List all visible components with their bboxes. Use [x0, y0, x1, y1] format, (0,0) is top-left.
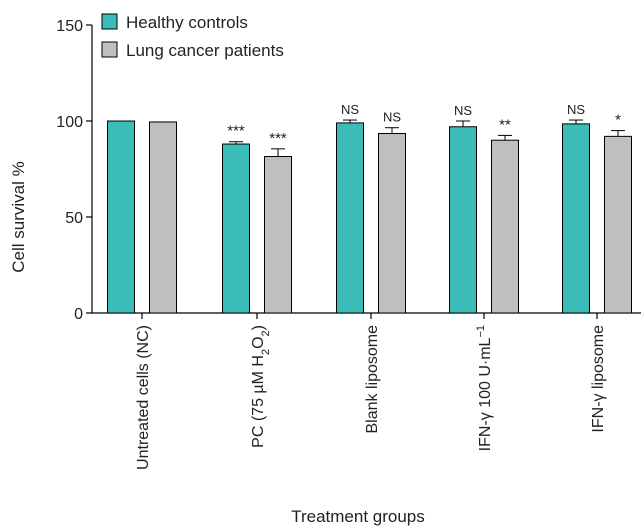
y-tick-label: 100 [56, 114, 83, 131]
x-tick-label: PC (75 µM H2O2) [250, 325, 272, 448]
axes: 0 50 100 150 [56, 18, 641, 323]
significance-label: *** [227, 123, 245, 140]
bar-cancer-4 [604, 135, 632, 314]
x-tick-label: Untreated cells (NC) [135, 325, 152, 470]
x-axis-label: Treatment groups [291, 507, 425, 526]
legend-swatch-1 [101, 41, 118, 58]
legend-label-1: Lung cancer patients [126, 41, 284, 60]
significance-annotations: ***NS NS NS***NS ** * [227, 102, 621, 147]
y-tick-label: 0 [74, 306, 83, 323]
significance-label: *** [269, 130, 287, 147]
x-tick-label: IFN-γ 100 U·mL−1 [475, 325, 494, 451]
bar-cancer-3 [491, 139, 519, 314]
significance-label: * [615, 112, 621, 129]
bar-healthy-2 [336, 122, 364, 314]
legend-swatch-0 [101, 13, 118, 30]
bar-healthy-4 [562, 123, 590, 314]
x-tick-label: IFN-γ liposome [590, 325, 607, 433]
y-tick-label: 50 [65, 210, 83, 227]
bar-healthy-1 [222, 143, 250, 314]
y-axis-label: Cell survival % [9, 161, 28, 272]
bar-cancer-2 [378, 132, 406, 314]
significance-label: NS [454, 103, 472, 118]
bar-healthy-3 [449, 126, 477, 314]
significance-label: NS [383, 110, 401, 125]
y-tick-label: 150 [56, 18, 83, 35]
x-tick-label: Blank liposome [364, 325, 381, 434]
legend-label-0: Healthy controls [126, 13, 248, 32]
bar-healthy-0 [107, 120, 135, 314]
significance-label: NS [567, 102, 585, 117]
bar-cancer-0 [149, 121, 177, 314]
significance-label: NS [341, 102, 359, 117]
significance-label: ** [499, 116, 511, 133]
error-bars [229, 119, 625, 157]
bar-cancer-1 [264, 156, 292, 314]
legend[interactable]: Healthy controls Lung cancer patients [101, 13, 284, 60]
x-tick-labels: Untreated cells (NC) PC (75 µM H2O2) Blank… [135, 325, 607, 470]
bars [107, 120, 632, 314]
